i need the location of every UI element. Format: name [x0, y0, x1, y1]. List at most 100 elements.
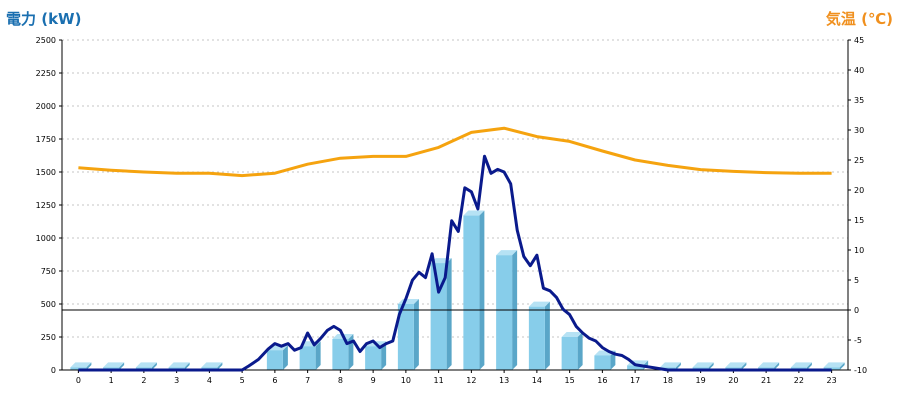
x-tick-label: 18: [663, 376, 673, 385]
power-bar-front: [594, 355, 611, 370]
left-tick-label: 1250: [36, 201, 56, 210]
x-tick-label: 8: [338, 376, 343, 385]
power-bar-front: [561, 337, 578, 370]
power-bar-side: [839, 362, 845, 370]
left-tick-label: 1750: [36, 135, 56, 144]
power-bar-side: [479, 210, 485, 370]
x-tick-label: 9: [371, 376, 376, 385]
power-bar: [266, 345, 288, 370]
power-bar: [463, 210, 485, 370]
left-tick-label: 1000: [36, 234, 56, 243]
power-bar: [528, 301, 550, 370]
power-bar-top: [790, 362, 812, 368]
left-tick-label: 2250: [36, 69, 56, 78]
power-bar: [332, 333, 354, 370]
x-tick-label: 17: [630, 376, 640, 385]
power-bar-side: [741, 362, 747, 370]
x-tick-label: 21: [761, 376, 771, 385]
x-tick-label: 16: [597, 376, 607, 385]
left-tick-label: 2000: [36, 102, 56, 111]
x-tick-label: 20: [728, 376, 738, 385]
power-bar-side: [282, 345, 288, 370]
power-bar-side: [544, 301, 550, 370]
power-bar-front: [528, 306, 545, 370]
power-bar-front: [463, 215, 480, 370]
x-tick-label: 13: [499, 376, 509, 385]
right-tick-label: 5: [854, 276, 859, 285]
gridlines: [62, 39, 848, 338]
right-tick-label: 0: [854, 306, 859, 315]
power-bar-side: [774, 362, 780, 370]
left-axis-title: 電力 (kW): [6, 10, 81, 28]
right-tick-label: -10: [854, 366, 867, 375]
power-bar-top: [823, 362, 845, 368]
power-bar-side: [348, 333, 354, 370]
power-bar-top: [561, 332, 583, 337]
power-bar-top: [528, 301, 550, 307]
right-tick-label: 30: [854, 126, 864, 135]
x-tick-label: 14: [532, 376, 542, 385]
right-tick-label: 45: [854, 36, 864, 45]
power-bar-side: [151, 362, 157, 370]
power-bar-side: [119, 362, 125, 370]
power-bar-side: [184, 362, 190, 370]
x-tick-label: 19: [696, 376, 706, 385]
left-tick-label: 750: [41, 267, 56, 276]
right-tick-label: -5: [854, 336, 862, 345]
power-bar-top: [135, 362, 157, 368]
x-tick-label: 11: [434, 376, 444, 385]
left-tick-label: 500: [41, 300, 56, 309]
power-bar: [70, 362, 92, 370]
power-bar-top: [168, 362, 190, 368]
right-axis-title: 気温 (℃): [826, 10, 893, 28]
power-bar-top: [70, 362, 92, 368]
power-line: [78, 154, 832, 372]
power-bar-front: [332, 338, 349, 370]
left-tick-label: 250: [41, 333, 56, 342]
power-bar-side: [446, 258, 452, 370]
power-bar: [397, 299, 419, 370]
power-bar: [594, 350, 616, 370]
power-bar-top: [659, 362, 681, 368]
power-bar-top: [463, 210, 485, 216]
x-tick-label: 4: [207, 376, 212, 385]
left-tick-label: 1500: [36, 168, 56, 177]
power-bar-front: [365, 346, 382, 370]
x-tick-label: 6: [272, 376, 277, 385]
power-bar-side: [610, 350, 616, 370]
power-bar: [430, 258, 452, 370]
power-bar-front: [430, 263, 447, 370]
x-tick-label: 7: [305, 376, 310, 385]
series-lines: [78, 126, 832, 372]
power-bar-top: [496, 250, 518, 256]
right-tick-label: 40: [854, 66, 864, 75]
power-bar-top: [692, 362, 714, 368]
left-tick-label: 0: [51, 366, 56, 375]
tick-labels: 02505007501000125015001750200022502500-1…: [36, 36, 867, 385]
power-bar-top: [103, 362, 125, 368]
power-bar-side: [675, 362, 681, 370]
x-tick-label: 1: [109, 376, 114, 385]
x-tick-label: 10: [401, 376, 411, 385]
power-bar-front: [299, 346, 316, 370]
power-bar-side: [577, 332, 583, 370]
power-bar-front: [70, 367, 87, 370]
power-bar-side: [381, 341, 387, 370]
power-bar-front: [823, 367, 840, 370]
x-tick-label: 5: [240, 376, 245, 385]
right-tick-label: 15: [854, 216, 864, 225]
power-bar-front: [627, 365, 644, 370]
x-tick-label: 0: [76, 376, 81, 385]
power-bar-side: [806, 362, 812, 370]
x-tick-label: 12: [466, 376, 476, 385]
temperature-line: [78, 126, 832, 178]
power-bar-front: [266, 350, 283, 370]
left-tick-label: 2500: [36, 36, 56, 45]
power-bar: [823, 362, 845, 370]
x-tick-label: 2: [141, 376, 146, 385]
right-tick-label: 25: [854, 156, 864, 165]
power-bar-top: [725, 362, 747, 368]
power-bar-side: [413, 299, 419, 370]
power-bar-top: [201, 362, 223, 368]
